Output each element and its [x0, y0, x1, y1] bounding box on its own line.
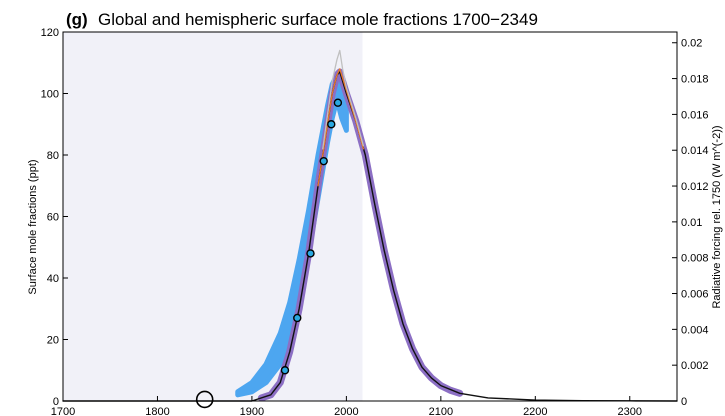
- y-tick-label-2: 40: [47, 273, 59, 285]
- y-tick-label-3: 60: [47, 212, 59, 224]
- y2-tick-label-8: 0.016: [681, 109, 709, 121]
- x-tick-label-3: 2000: [334, 406, 358, 416]
- y2-tick-label-10: 0.02: [681, 38, 702, 50]
- series-marker-6-0: [195, 390, 214, 409]
- y2-tick-label-9: 0.018: [681, 74, 709, 86]
- y2-tick-label-4: 0.008: [681, 253, 709, 265]
- shaded-region: [63, 32, 363, 401]
- x-tick-label-2: 1900: [240, 406, 264, 416]
- series-marker-5-4: [327, 120, 336, 129]
- series-line-4: [322, 49, 365, 150]
- series-line-3: [317, 68, 365, 187]
- series-marker-5-5: [333, 98, 343, 107]
- x-axis: 1700 1800 1900 2000 2100 2200 2300: [51, 396, 642, 416]
- series-marker-5-2: [306, 249, 315, 258]
- x-tick-label-6: 2300: [618, 406, 642, 416]
- y2-tick-label-3: 0.006: [681, 289, 709, 301]
- y-tick-label-6: 120: [41, 27, 59, 39]
- x-tick-label-0: 1700: [51, 406, 75, 416]
- x-tick-label-4: 2100: [429, 406, 453, 416]
- y-axis-left: 0 20 40 60 80 100 120: [41, 27, 68, 408]
- y2-tick-label-2: 0.004: [681, 324, 709, 336]
- y2-tick-label-6: 0.012: [681, 181, 709, 193]
- series-marker-5-1: [293, 313, 302, 323]
- series-layer: [62, 49, 678, 409]
- x-tick-label-1: 1800: [145, 406, 169, 416]
- y2-axis-label: Radiative forcing rel. 1750 (W m^(-2)): [711, 125, 723, 308]
- y-tick-label-0: 0: [53, 396, 59, 408]
- y2-tick-label-0: 0: [681, 396, 687, 408]
- y-axis-label: Surface mole fractions (ppt): [27, 159, 39, 294]
- y-tick-label-4: 80: [47, 150, 59, 162]
- series-marker-5-0: [280, 366, 290, 375]
- chart-title: Global and hemispheric surface mole frac…: [98, 10, 538, 29]
- series-line-2: [62, 71, 678, 402]
- y-axis-right: 0 0.002 0.004 0.006 0.008 0.01 0.012 0.014 0.016…: [672, 38, 709, 408]
- series-band-0: [235, 72, 349, 398]
- panel-label: (g): [66, 10, 88, 29]
- y2-tick-label-5: 0.01: [681, 217, 702, 229]
- y-tick-label-5: 100: [41, 89, 59, 101]
- y2-tick-label-1: 0.002: [681, 360, 709, 372]
- series-marker-5-3: [319, 156, 328, 166]
- y2-tick-label-7: 0.014: [681, 145, 709, 157]
- x-tick-label-5: 2200: [523, 406, 547, 416]
- y-tick-label-1: 20: [47, 335, 59, 347]
